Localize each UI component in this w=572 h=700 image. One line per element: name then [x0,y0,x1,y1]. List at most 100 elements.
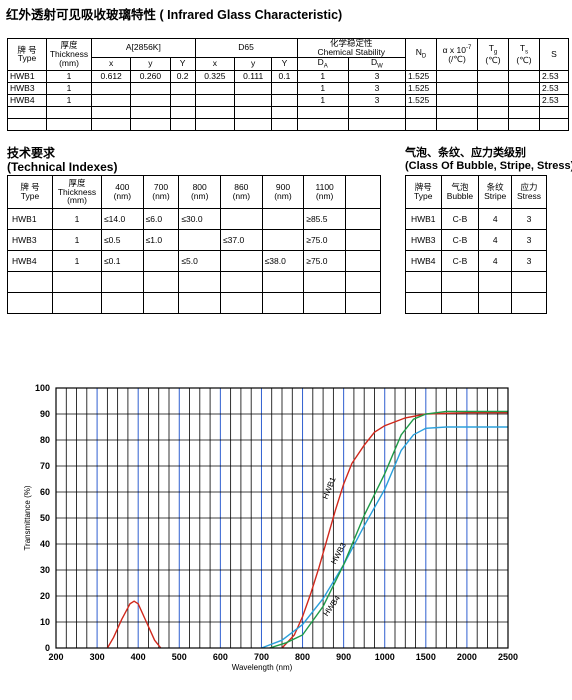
table-cell [303,271,346,293]
bubble-header-cell: 条纹 Stripe [478,175,513,209]
table-cell [539,117,569,131]
table-cell: 1 [296,81,349,95]
table-cell [508,117,540,131]
table-cell: 3 [347,81,407,95]
table-cell: ≥75.0 [303,250,346,272]
header-nd: ND [405,38,437,71]
table-cell [90,93,132,107]
table-cell [169,93,196,107]
table-cell [130,117,171,131]
tech-header-cell: 厚度 Thickness (mm) [52,175,102,209]
table-cell: 4 [478,250,513,272]
table-cell [261,292,305,314]
table-cell [477,117,509,131]
table-cell: C-B [440,229,480,251]
table-cell: HWB4 [7,250,53,272]
table-cell [233,93,273,107]
table-row [405,271,547,293]
table-row: HWB3 1 1 3 1.525 2.53 [7,81,569,95]
table-cell [233,81,273,95]
table-cell [52,292,102,314]
y-tick-label: 70 [40,461,50,471]
table-cell: 1 [52,229,102,251]
table-cell [436,93,478,107]
table-cell [405,105,437,119]
transmittance-chart: 0 10 20 30 40 50 60 70 80 90 100 200 300 400 500 600 700… [23,383,518,672]
table-cell [405,117,437,131]
table-cell [539,105,569,119]
header-d-Y: Y [271,56,298,71]
header-type-text: 牌 号 Type [17,44,37,64]
table-cell: 0.2 [169,69,196,83]
table-cell: ≤38.0 [261,250,305,272]
table-cell [90,81,132,95]
y-tick-label: 40 [40,539,50,549]
table-cell [142,250,180,272]
x-tick-label: 300 [90,652,105,662]
table-cell [508,93,540,107]
bubble-header-cell: 气泡 Bubble [440,175,480,209]
table-cell [261,208,305,230]
table-cell: 2.53 [539,93,569,107]
page-title: 红外透射可见吸收玻璃特性 ( Infrared Glass Characteri… [6,8,343,22]
table-cell [508,105,540,119]
table-cell [440,292,480,314]
y-tick-label: 80 [40,435,50,445]
table-cell [405,292,442,314]
table-cell: 3 [511,250,547,272]
y-tick-label: 60 [40,487,50,497]
y-tick-label: 20 [40,591,50,601]
table-cell: 1 [296,93,349,107]
x-tick-label: 2500 [498,652,518,662]
table-cell [130,93,171,107]
table-cell: HWB1 [7,69,47,83]
table-row: HWB3 C-B 4 3 [405,229,547,251]
tech-header-cell [345,175,381,209]
table-cell [477,69,509,83]
tech-title-en: (Technical Indexes) [7,159,118,174]
table-cell: ≤0.1 [101,250,144,272]
table-cell [296,117,349,131]
table-cell [271,117,298,131]
x-axis-label: Wavelength (nm) [232,663,293,672]
table-cell [271,93,298,107]
table-cell [261,271,305,293]
table-cell [345,229,381,251]
table-cell: ≥75.0 [303,229,346,251]
table-cell: 0.325 [194,69,235,83]
table-cell [508,81,540,95]
header-thickness: 厚度 Thickness (mm) [46,38,92,71]
table-cell [7,292,53,314]
table-cell [7,105,47,119]
x-tick-label: 600 [213,652,228,662]
table-cell [101,271,144,293]
table-cell [178,292,221,314]
table-cell: 1.525 [405,69,437,83]
table-row [7,117,569,131]
table-cell: 0.260 [130,69,171,83]
header-alpha: α x 10-7 (/℃) [436,38,478,71]
tech-header-cell: 400 (nm) [101,175,144,209]
table-cell [477,105,509,119]
table-cell [345,250,381,272]
table-cell [345,208,381,230]
table-cell: 4 [478,208,513,230]
table-cell [194,93,235,107]
header-d65: D65 [194,38,298,58]
table-cell [90,117,132,131]
table-cell: HWB1 [7,208,53,230]
x-tick-label: 500 [172,652,187,662]
y-tick-label: 10 [40,617,50,627]
table-cell: ≤6.0 [142,208,180,230]
header-d-y: y [233,56,273,71]
header-da: DA [296,56,349,71]
bubble-header-cell: 应力 Stress [511,175,547,209]
table-cell: 2.53 [539,81,569,95]
table-cell [178,229,221,251]
table-cell: C-B [440,208,480,230]
table-cell: 2.53 [539,69,569,83]
table-cell [194,117,235,131]
tech-title-cn: 技术要求 [7,146,56,160]
header-thickness-text: 厚度 Thickness (mm) [49,40,89,68]
x-tick-label: 800 [295,652,310,662]
